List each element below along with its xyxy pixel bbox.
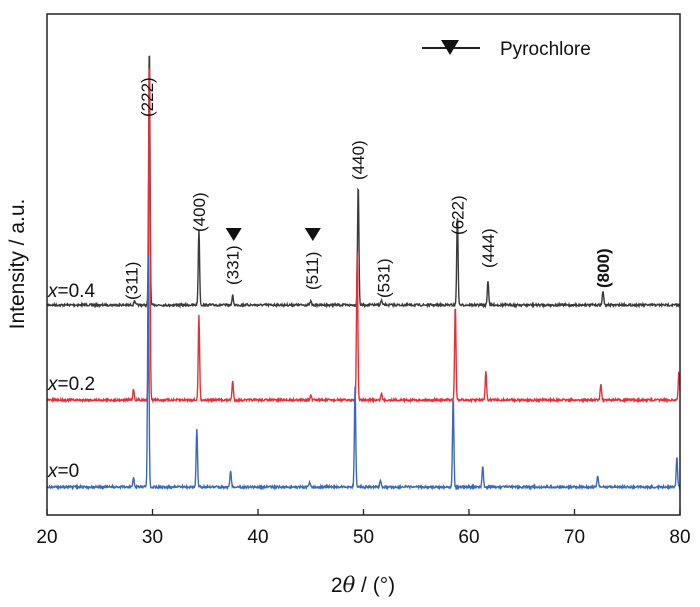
x-axis-title: 2θ / (°) xyxy=(331,573,395,597)
series-labels: x=0.4 x=0.2 x=0 xyxy=(47,281,95,482)
x-axis-title-theta: θ xyxy=(343,573,356,597)
peak-labels: (311) (222) (400) (331) (511) (440) (531) (622)… xyxy=(122,77,613,300)
peak-label-7: (622) xyxy=(448,195,467,235)
series-line-1 xyxy=(46,67,681,404)
x-tick-label-6: 80 xyxy=(669,527,690,548)
peak-label-8: (444) xyxy=(479,228,498,268)
series-label-2: x=0 xyxy=(47,461,79,482)
legend: Pyrochlore xyxy=(422,39,591,60)
x-tick-label-4: 60 xyxy=(458,527,479,548)
x-axis-ticks: 20 30 40 50 60 70 80 xyxy=(36,509,691,548)
x-tick-label-3: 50 xyxy=(353,527,374,548)
peak-label-4: (511) xyxy=(303,252,322,290)
y-axis-title: Intensity / a.u. xyxy=(6,199,29,330)
x-axis-title-prefix: 2 xyxy=(331,574,343,597)
x-tick-label-5: 70 xyxy=(564,527,585,548)
peak-label-5: (440) xyxy=(349,140,368,180)
series-label-0: x=0.4 xyxy=(47,281,95,302)
legend-label: Pyrochlore xyxy=(500,39,591,60)
series-line-0 xyxy=(46,55,681,309)
series-layer xyxy=(46,55,681,491)
x-tick-label-1: 30 xyxy=(142,527,163,548)
x-tick-label-2: 40 xyxy=(247,527,268,548)
pyrochlore-marker-3 xyxy=(225,228,242,241)
series-line-2 xyxy=(46,255,681,491)
peak-label-3: (331) xyxy=(224,245,243,285)
series-label-1: x=0.2 xyxy=(47,374,95,395)
peak-label-2: (400) xyxy=(190,192,209,232)
peak-label-0: (311) xyxy=(122,262,141,300)
peak-label-9: (800) xyxy=(594,248,613,288)
x-tick-label-0: 20 xyxy=(36,527,57,548)
legend-triangle-icon xyxy=(441,40,459,55)
peak-label-6: (531) xyxy=(375,258,394,298)
x-axis-title-unit: / (°) xyxy=(355,574,395,597)
pyrochlore-marker-4 xyxy=(304,228,321,241)
peak-label-1: (222) xyxy=(138,77,157,117)
